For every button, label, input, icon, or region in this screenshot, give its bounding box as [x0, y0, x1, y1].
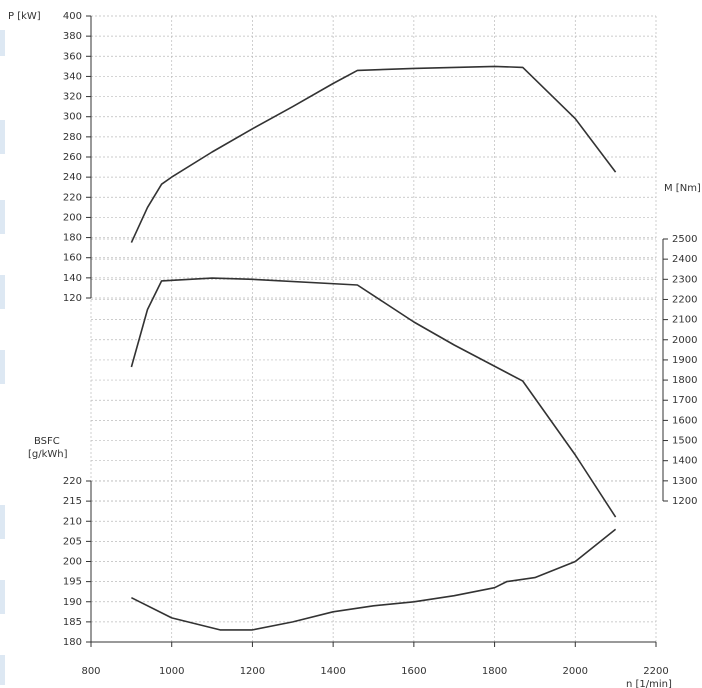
y-tick-label: 300	[63, 112, 82, 123]
y-tick-label: 380	[63, 31, 82, 42]
y-tick-label: 220	[63, 476, 82, 487]
y-tick-label: 360	[63, 51, 82, 62]
y2-tick-label: 1300	[672, 476, 697, 487]
y-axis-title: P [kW]	[8, 11, 41, 22]
x-axis-title: n [1/min]	[626, 679, 672, 688]
y2-tick-label: 1600	[672, 415, 697, 426]
y-tick-label: 185	[63, 617, 82, 628]
side-strip	[0, 120, 5, 154]
y2-tick-label: 1900	[672, 355, 697, 366]
y-tick-label: 200	[63, 212, 82, 223]
y-tick-label: 210	[63, 516, 82, 527]
y2-tick-label: 1200	[672, 496, 697, 507]
y-tick-label: 205	[63, 536, 82, 547]
y-tick-label: 320	[63, 92, 82, 103]
y-tick-label: 200	[63, 557, 82, 568]
x-tick-label: 1600	[401, 666, 426, 677]
y3-axis-title: BSFC	[34, 436, 60, 447]
side-strip	[0, 275, 5, 309]
curve	[130, 277, 617, 518]
y2-tick-label: 2300	[672, 274, 697, 285]
y2-tick-label: 1700	[672, 395, 697, 406]
x-tick-label: 2200	[643, 666, 668, 677]
y2-tick-label: 1400	[672, 456, 697, 467]
x-tick-label: 1400	[320, 666, 345, 677]
side-strip	[0, 30, 5, 56]
y2-tick-label: 2100	[672, 315, 697, 326]
y-tick-label: 260	[63, 152, 82, 163]
x-tick-label: 800	[81, 666, 100, 677]
y-tick-label: 180	[63, 637, 82, 648]
y-tick-label: 340	[63, 71, 82, 82]
y-tick-label: 160	[63, 253, 82, 264]
curve	[130, 65, 617, 243]
side-strip	[0, 655, 5, 685]
y-tick-label: 220	[63, 192, 82, 203]
y2-tick-label: 2400	[672, 254, 697, 265]
y2-tick-label: 2200	[672, 294, 697, 305]
y-tick-label: 140	[63, 273, 82, 284]
y-tick-label: 400	[63, 11, 82, 22]
side-strip	[0, 350, 5, 384]
y-tick-label: 180	[63, 233, 82, 244]
y-tick-label: 280	[63, 132, 82, 143]
x-tick-label: 1000	[159, 666, 184, 677]
y2-tick-label: 2500	[672, 234, 697, 245]
side-strip	[0, 505, 5, 539]
side-strip	[0, 200, 5, 234]
y2-tick-label: 1800	[672, 375, 697, 386]
y2-axis-title: M [Nm]	[664, 183, 701, 194]
y3-axis-title: [g/kWh]	[28, 449, 68, 460]
x-tick-label: 1200	[240, 666, 265, 677]
y-tick-label: 215	[63, 496, 82, 507]
y-tick-label: 240	[63, 172, 82, 183]
x-tick-label: 2000	[563, 666, 588, 677]
y2-tick-label: 1500	[672, 436, 697, 447]
curve	[131, 528, 617, 631]
y-tick-label: 120	[63, 293, 82, 304]
x-tick-label: 1800	[482, 666, 507, 677]
side-strip	[0, 580, 5, 614]
y-tick-label: 190	[63, 597, 82, 608]
y-tick-label: 195	[63, 577, 82, 588]
y2-tick-label: 2000	[672, 335, 697, 346]
